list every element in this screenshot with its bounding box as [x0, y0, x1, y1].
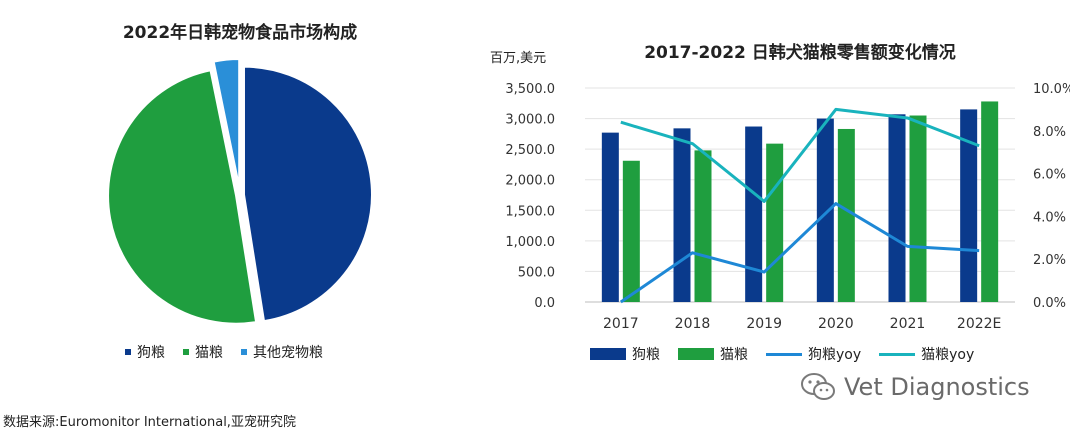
y2-tick-label: 4.0% — [1033, 210, 1066, 225]
line-狗粮yoy — [619, 202, 980, 304]
wechat-logo-icon — [801, 373, 835, 400]
combo-legend-item: 狗粮yoy — [766, 344, 861, 364]
y2-tick-label: 10.0% — [1033, 82, 1070, 97]
legend-label: 猫粮 — [195, 345, 223, 361]
bar-狗粮 — [888, 114, 906, 302]
y-tick-label: 3,500.0 — [505, 82, 555, 97]
pie-slice-0 — [242, 65, 373, 323]
legend-swatch — [183, 349, 189, 355]
combo-legend-item: 狗粮 — [590, 344, 660, 364]
bar-狗粮 — [601, 132, 619, 302]
line-猫粮yoy — [620, 107, 980, 203]
bar-狗粮 — [745, 126, 763, 302]
legend-swatch — [590, 348, 626, 360]
bar-猫粮 — [694, 150, 712, 302]
bar-狗粮 — [960, 109, 978, 303]
pie-legend: 狗粮 猫粮 其他宠物粮 — [125, 342, 341, 362]
pie-slice-1 — [107, 69, 258, 325]
y-tick-label: 3,000.0 — [505, 113, 555, 128]
legend-label: 其他宠物粮 — [253, 345, 323, 361]
legend-label: 狗粮 — [632, 347, 660, 363]
x-tick-label: 2020 — [818, 316, 854, 332]
x-tick-label: 2019 — [746, 316, 782, 332]
legend-swatch — [879, 352, 916, 356]
y-tick-label: 1,500.0 — [505, 204, 555, 219]
bar-猫粮 — [837, 128, 855, 302]
y-tick-label: 0.0 — [534, 296, 555, 311]
legend-swatch — [125, 349, 131, 355]
pie-slice-2 — [212, 58, 241, 188]
combo-legend-item: 猫粮yoy — [879, 344, 974, 364]
bar-狗粮 — [816, 118, 834, 302]
watermark: Vet Diagnostics — [800, 372, 1030, 402]
bar-狗粮 — [673, 128, 691, 302]
combo-chart: 0.0 500.0 1,000.0 1,500.0 2,000.0 2,500.0 3,00… — [505, 82, 1070, 332]
data-source-note: 数据来源:Euromonitor International,亚宠研究院 — [3, 415, 296, 430]
x-tick-label: 2017 — [603, 316, 639, 332]
y-tick-label: 2,000.0 — [505, 174, 555, 189]
legend-swatch — [241, 349, 247, 355]
bar-猫粮 — [622, 160, 640, 302]
bar-猫粮 — [981, 101, 999, 302]
legend-label: 狗粮yoy — [808, 347, 862, 363]
y2-tick-label: 6.0% — [1033, 168, 1066, 183]
pie-chart — [107, 58, 373, 325]
y2-tick-label: 2.0% — [1033, 253, 1066, 268]
combo-legend: 狗粮 猫粮 狗粮yoy 猫粮yoy — [590, 344, 992, 364]
bar-猫粮 — [766, 143, 784, 302]
x-tick-label: 2021 — [890, 316, 926, 332]
y-tick-label: 500.0 — [518, 265, 555, 280]
legend-label: 猫粮yoy — [921, 347, 975, 363]
y2-tick-label: 8.0% — [1033, 125, 1066, 140]
pie-chart-title: 2022年日韩宠物食品市场构成 — [122, 23, 358, 43]
combo-legend-item: 猫粮 — [678, 344, 748, 364]
watermark-text: Vet Diagnostics — [844, 373, 1030, 401]
legend-swatch — [678, 348, 714, 360]
x-tick-label: 2018 — [675, 316, 711, 332]
bar-猫粮 — [909, 115, 927, 302]
y-axis-unit-label: 百万,美元 — [490, 51, 547, 66]
y-tick-label: 1,000.0 — [505, 235, 555, 250]
x-tick-label: 2022E — [957, 316, 1001, 332]
legend-label: 猫粮 — [720, 347, 748, 363]
legend-swatch — [766, 352, 802, 356]
legend-label: 狗粮 — [137, 345, 165, 361]
pie-legend-item: 狗粮 — [125, 342, 165, 362]
pie-legend-item: 猫粮 — [183, 342, 223, 362]
y2-tick-label: 0.0% — [1033, 296, 1066, 311]
pie-legend-item: 其他宠物粮 — [241, 342, 323, 362]
combo-chart-title: 2017-2022 日韩犬猫粮零售额变化情况 — [644, 43, 956, 63]
y-tick-label: 2,500.0 — [505, 143, 555, 158]
